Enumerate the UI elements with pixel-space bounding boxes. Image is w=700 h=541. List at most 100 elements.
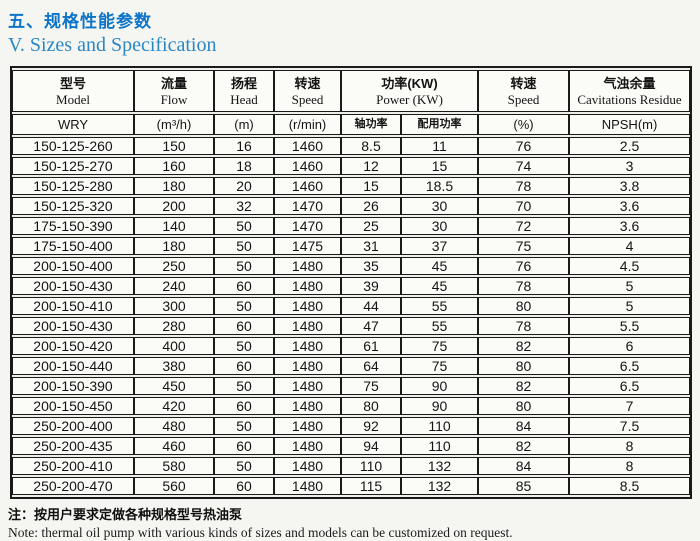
cell-speed-rpm: 1480 [274, 277, 341, 295]
cell-head: 50 [214, 297, 274, 315]
cell-speed-pct: 78 [478, 317, 570, 335]
cell-flow: 580 [134, 457, 214, 475]
cell-npsh: 3.6 [569, 217, 691, 235]
cell-rated-power: 132 [401, 477, 479, 495]
cell-flow: 180 [134, 177, 214, 195]
cell-speed-pct: 80 [478, 297, 570, 315]
cell-rated-power: 110 [401, 417, 479, 435]
cell-shaft-power: 31 [341, 237, 401, 255]
cell-rated-power: 75 [401, 337, 479, 355]
cell-shaft-power: 115 [341, 477, 401, 495]
cell-speed-rpm: 1480 [274, 397, 341, 415]
cell-speed-pct: 85 [478, 477, 570, 495]
table-row: 175-150-390 140 50 1470 25 30 72 3.6 [12, 217, 691, 235]
cell-speed-pct: 82 [478, 437, 570, 455]
cell-speed-pct: 76 [478, 137, 570, 155]
cell-model: 150-125-280 [12, 177, 134, 195]
cell-flow: 150 [134, 137, 214, 155]
cell-speed-pct: 78 [478, 277, 570, 295]
cell-speed-rpm: 1480 [274, 297, 341, 315]
unit-shaft-power: 轴功率 [341, 114, 401, 135]
header-model-zh: 型号 [59, 76, 86, 91]
header-flow: 流量 Flow [134, 70, 214, 112]
cell-rated-power: 55 [401, 297, 479, 315]
cell-shaft-power: 110 [341, 457, 401, 475]
cell-rated-power: 55 [401, 317, 479, 335]
cell-model: 250-200-435 [12, 437, 134, 455]
cell-rated-power: 18.5 [401, 177, 479, 195]
header-speed-rpm-zh: 转速 [294, 76, 321, 91]
cell-rated-power: 11 [401, 137, 479, 155]
header-speed-pct: 转速 Speed [478, 70, 570, 112]
table-row: 200-150-410 300 50 1480 44 55 80 5 [12, 297, 691, 315]
cell-shaft-power: 94 [341, 437, 401, 455]
cell-shaft-power: 35 [341, 257, 401, 275]
cell-head: 50 [214, 337, 274, 355]
cell-shaft-power: 64 [341, 357, 401, 375]
cell-speed-rpm: 1480 [274, 477, 341, 495]
cell-model: 200-150-430 [12, 317, 134, 335]
cell-rated-power: 132 [401, 457, 479, 475]
footnotes: 注：按用户要求定做各种规格型号热油泵 Note: thermal oil pum… [8, 504, 700, 541]
cell-model: 200-150-430 [12, 277, 134, 295]
header-model-en: Model [56, 92, 90, 107]
table-row: 200-150-400 250 50 1480 35 45 76 4.5 [12, 257, 691, 275]
cell-head: 50 [214, 257, 274, 275]
cell-head: 32 [214, 197, 274, 215]
cell-flow: 180 [134, 237, 214, 255]
cell-shaft-power: 75 [341, 377, 401, 395]
header-power: 功率(KW) Power (KW) [341, 70, 479, 112]
cell-speed-pct: 80 [478, 357, 570, 375]
cell-npsh: 2.5 [569, 137, 691, 155]
cell-head: 60 [214, 477, 274, 495]
cell-npsh: 8.5 [569, 477, 691, 495]
cell-speed-pct: 82 [478, 377, 570, 395]
cell-flow: 250 [134, 257, 214, 275]
header-flow-en: Flow [160, 92, 188, 107]
cell-rated-power: 45 [401, 277, 479, 295]
header-head: 扬程 Head [214, 70, 274, 112]
cell-flow: 160 [134, 157, 214, 175]
table-row: 200-150-450 420 60 1480 80 90 80 7 [12, 397, 691, 415]
table-row: 150-125-270 160 18 1460 12 15 74 3 [12, 157, 691, 175]
cell-speed-pct: 74 [478, 157, 570, 175]
table-row: 200-150-440 380 60 1480 64 75 80 6.5 [12, 357, 691, 375]
cell-npsh: 5 [569, 277, 691, 295]
cell-npsh: 3 [569, 157, 691, 175]
cell-speed-pct: 80 [478, 397, 570, 415]
cell-head: 60 [214, 357, 274, 375]
cell-head: 60 [214, 437, 274, 455]
cell-npsh: 7.5 [569, 417, 691, 435]
header-power-en: Power (KW) [376, 92, 443, 107]
cell-model: 250-200-400 [12, 417, 134, 435]
cell-model: 200-150-400 [12, 257, 134, 275]
cell-speed-pct: 72 [478, 217, 570, 235]
cell-head: 50 [214, 417, 274, 435]
cell-head: 60 [214, 277, 274, 295]
cell-model: 200-150-440 [12, 357, 134, 375]
cell-flow: 300 [134, 297, 214, 315]
header-head-zh: 扬程 [230, 76, 257, 91]
cell-speed-rpm: 1480 [274, 457, 341, 475]
table-row: 250-200-435 460 60 1480 94 110 82 8 [12, 437, 691, 455]
cell-rated-power: 75 [401, 357, 479, 375]
cell-model: 150-125-260 [12, 137, 134, 155]
cell-model: 200-150-420 [12, 337, 134, 355]
cell-rated-power: 37 [401, 237, 479, 255]
note-en: Note: thermal oil pump with various kind… [8, 525, 513, 540]
cell-head: 60 [214, 317, 274, 335]
cell-rated-power: 90 [401, 397, 479, 415]
unit-speed-rpm: (r/min) [274, 114, 341, 135]
cell-model: 250-200-410 [12, 457, 134, 475]
cell-rated-power: 15 [401, 157, 479, 175]
cell-shaft-power: 26 [341, 197, 401, 215]
page-header: 五、规格性能参数 V. Sizes and Specification [0, 0, 700, 57]
cell-speed-rpm: 1475 [274, 237, 341, 255]
header-row-units: WRY (m³/h) (m) (r/min) 轴功率 配用功率 (%) NPSH… [12, 114, 691, 135]
header-power-zh: 功率(KW) [381, 76, 438, 91]
table-row: 150-125-280 180 20 1460 15 18.5 78 3.8 [12, 177, 691, 195]
cell-speed-pct: 84 [478, 417, 570, 435]
cell-shaft-power: 80 [341, 397, 401, 415]
cell-head: 50 [214, 457, 274, 475]
